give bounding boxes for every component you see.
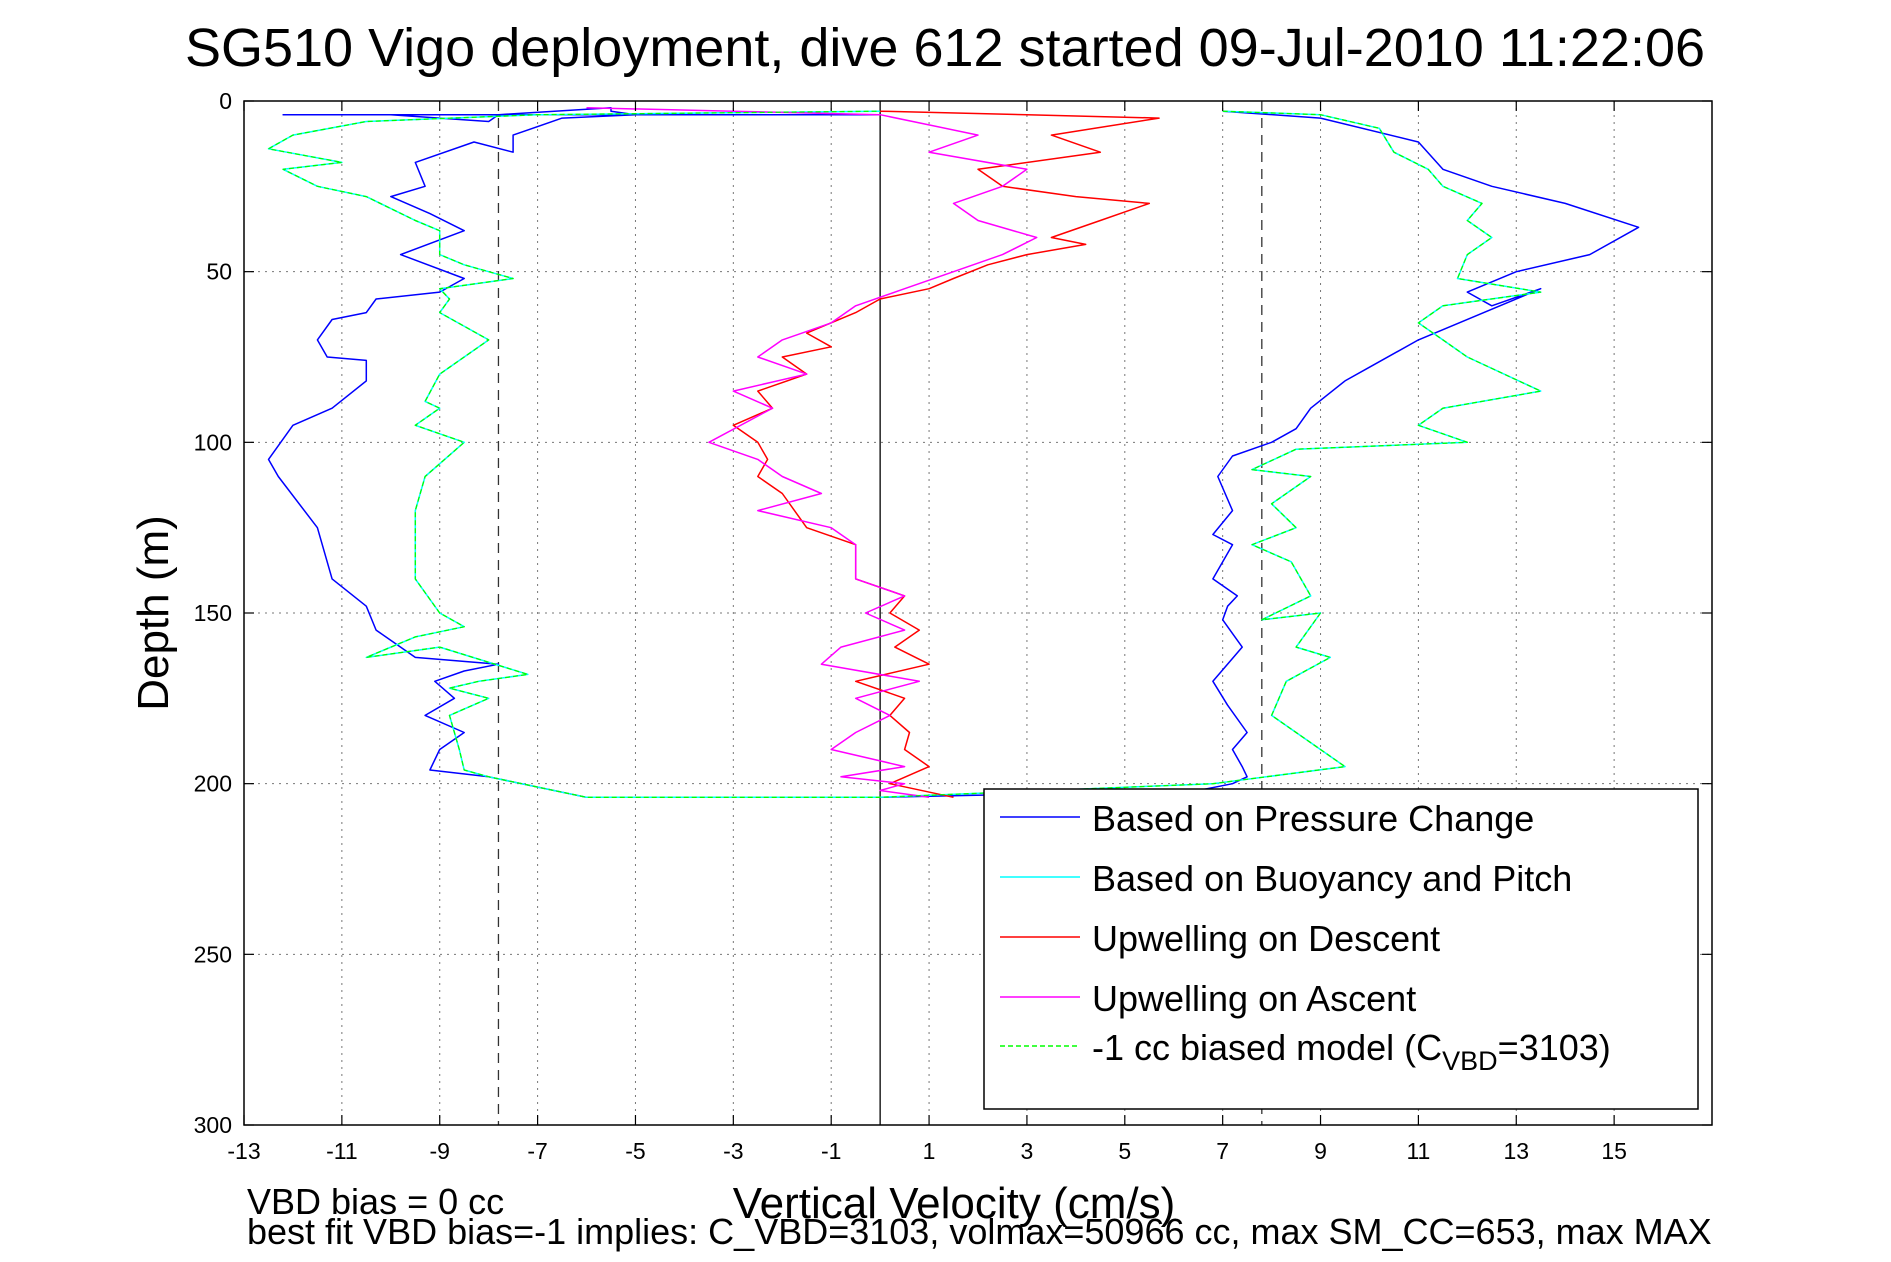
y-tick-label: 300 (194, 1112, 232, 1138)
y-tick-label: 250 (194, 941, 232, 967)
series-line-3 (732, 110, 1160, 799)
legend-entry: Based on Buoyancy and Pitch (1092, 858, 1572, 899)
x-tick-label: 11 (1406, 1138, 1430, 1164)
x-tick-label: 13 (1503, 1138, 1529, 1164)
legend-entry: Based on Pressure Change (1092, 798, 1534, 839)
x-axis-label: Vertical Velocity (cm/s) (733, 1179, 1176, 1228)
series-line-5 (267, 110, 1542, 798)
x-tick-label: 15 (1601, 1138, 1627, 1164)
series-group (267, 107, 1640, 799)
legend-entry: -1 cc biased model (CVBD=3103) (1092, 1027, 1611, 1076)
x-tick-label: 9 (1314, 1138, 1327, 1164)
annotation-best-fit: best fit VBD bias=-1 implies: C_VBD=3103… (247, 1211, 1712, 1252)
legend-entry: Upwelling on Ascent (1092, 978, 1416, 1019)
y-tick-label: 150 (194, 600, 232, 626)
y-axis-ticks: 0 50 100 150 200 250 300 (194, 88, 1712, 1138)
legend: Based on Pressure Change Based on Buoyanc… (983, 788, 1699, 1110)
x-tick-label: 5 (1118, 1138, 1131, 1164)
x-tick-label: -5 (625, 1138, 645, 1164)
y-tick-label: 50 (206, 259, 232, 285)
x-tick-label: -1 (821, 1138, 841, 1164)
series-line-2 (267, 110, 1542, 799)
series-line-1 (267, 107, 1640, 799)
x-tick-label: 1 (923, 1138, 936, 1164)
chart-title: SG510 Vigo deployment, dive 612 started … (185, 18, 1705, 78)
y-tick-label: 100 (194, 429, 232, 455)
x-tick-label: 7 (1216, 1138, 1229, 1164)
x-tick-label: -3 (723, 1138, 743, 1164)
y-tick-label: 0 (219, 88, 232, 114)
x-tick-label: 3 (1021, 1138, 1034, 1164)
series-line-4 (586, 107, 1038, 799)
annotation-vbd-bias: VBD bias = 0 cc (247, 1181, 504, 1222)
y-axis-label: Depth (m) (129, 515, 178, 711)
x-tick-label: -7 (527, 1138, 547, 1164)
legend-entry: Upwelling on Descent (1092, 918, 1440, 959)
y-tick-label: 200 (194, 771, 232, 797)
x-tick-label: -11 (326, 1138, 358, 1164)
legend-box (983, 788, 1699, 1110)
x-tick-label: -13 (227, 1138, 260, 1164)
x-axis-ticks: -13 -11 -9 -7 -5 -3 -1 1 3 5 7 9 11 13 15 (227, 101, 1627, 1164)
x-tick-label: -9 (430, 1138, 450, 1164)
